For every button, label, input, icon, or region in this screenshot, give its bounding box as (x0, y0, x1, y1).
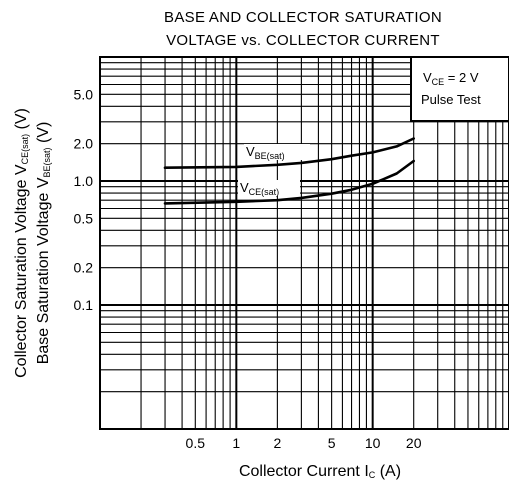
y-axis-label-vce: Collector Saturation Voltage VCE(sat) (V… (13, 108, 30, 378)
x-tick-label: 1 (232, 435, 240, 451)
legend-box-frame (410, 56, 509, 122)
chart-title-line-1: BASE AND COLLECTOR SATURATION (164, 9, 442, 26)
x-tick-label: 20 (406, 435, 422, 451)
x-tick-label: 5 (328, 435, 336, 451)
y-tick-label: 0.5 (74, 210, 94, 226)
y-tick-label: 0.2 (74, 260, 94, 276)
y-tick-label: 0.1 (74, 297, 94, 313)
x-tick-label: 2 (273, 435, 281, 451)
x-axis-label: Collector Current IC (A) (239, 463, 401, 480)
y-axis-label-vbe: Base Saturation Voltage VBE(sat) (V) (35, 122, 52, 365)
legend-condition-vce: VCE = 2 V (423, 70, 479, 87)
series-lines (163, 137, 416, 205)
x-tick-label: 10 (365, 435, 381, 451)
x-axis-label-text: Collector Current IC (A) (239, 463, 401, 480)
chart-title-line-2: VOLTAGE vs. COLLECTOR CURRENT (166, 32, 440, 49)
y-tick-label: 5.0 (74, 86, 94, 102)
series-label-background (244, 144, 310, 160)
x-tick-label: 0.5 (186, 435, 206, 451)
y-axis-label: Collector Saturation Voltage VCE(sat) (V… (13, 108, 52, 378)
y-tick-labels: 5.0 2.0 1.0 0.5 0.2 0.1 (74, 86, 94, 313)
vbe-sat-curve (163, 137, 416, 169)
legend-condition-pulse-test: Pulse Test (421, 92, 481, 107)
legend-box: VCE = 2 V Pulse Test (410, 56, 509, 122)
y-tick-label: 1.0 (74, 173, 94, 189)
series-label-background (238, 180, 300, 196)
y-tick-label: 2.0 (74, 136, 94, 152)
x-tick-labels: 0.5 1 2 5 10 20 (186, 435, 422, 451)
chart-title: BASE AND COLLECTOR SATURATION VOLTAGE vs… (164, 9, 442, 49)
vbe-sat-label: VBE(sat) (246, 144, 285, 161)
vce-sat-label: VCE(sat) (240, 180, 279, 197)
plot-frame (99, 56, 509, 430)
vce-sat-curve (163, 159, 416, 205)
series-labels: VBE(sat) VCE(sat) (238, 144, 310, 197)
